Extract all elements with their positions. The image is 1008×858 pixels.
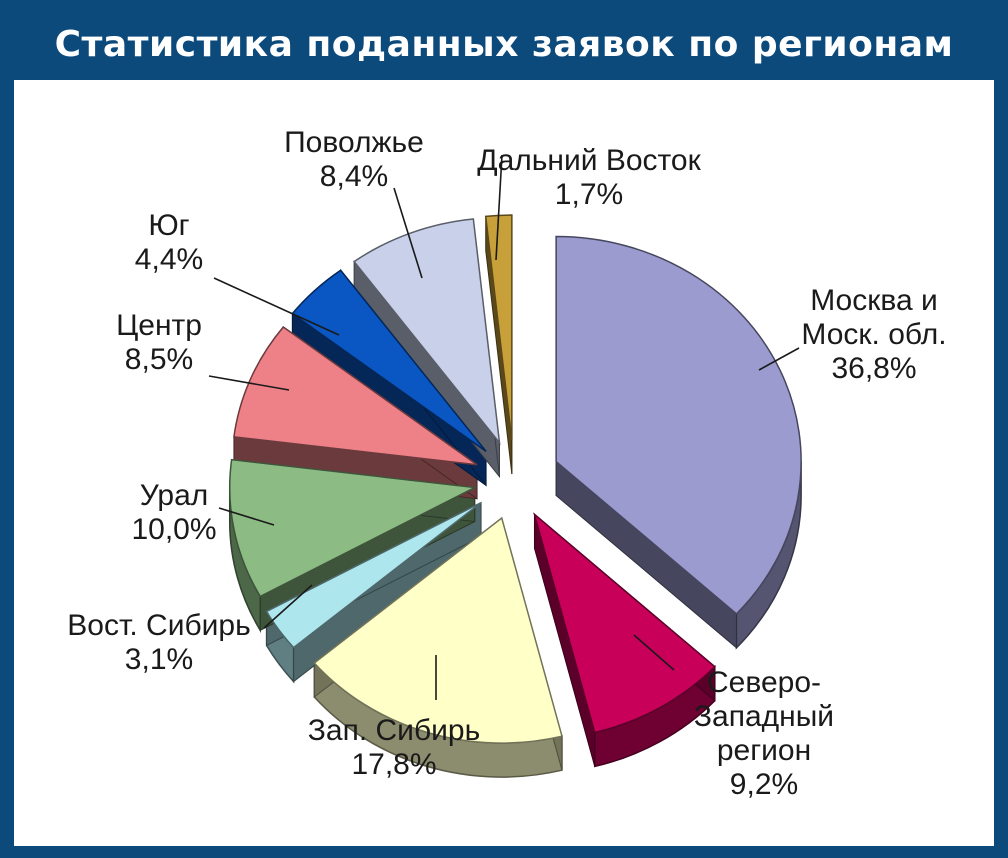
chart-panel: Москва и Моск. обл. 36,8% Северо- Западный ре… xyxy=(14,80,994,846)
slice-name-label: Вост. Сибирь xyxy=(67,609,250,642)
slice-2 xyxy=(313,516,563,744)
slice-0 xyxy=(555,235,802,615)
leader-line-4 xyxy=(218,507,275,526)
slice-value-label: 9,2% xyxy=(730,768,798,801)
slice-name-label: Москва и xyxy=(810,284,938,317)
slice-name-label: Западный xyxy=(694,700,834,733)
leader-line-5 xyxy=(208,375,290,391)
leader-line-8 xyxy=(495,154,503,261)
leader-line-1 xyxy=(633,634,675,671)
leader-line-0 xyxy=(758,347,800,371)
slice-name-label: Зап. Сибирь xyxy=(308,714,480,747)
slice-name-label: Северо- xyxy=(707,666,821,699)
slice-7 xyxy=(353,218,501,446)
slice-name-label: Юг xyxy=(148,209,189,242)
slice-1 xyxy=(533,512,716,734)
slice-value-label: 36,8% xyxy=(831,352,916,385)
slice-4 xyxy=(229,458,478,598)
slice-value-label: 10,0% xyxy=(131,513,216,546)
slice-value-label: 1,7% xyxy=(555,178,623,211)
leader-line-3 xyxy=(263,584,313,629)
chart-title: Статистика поданных заявок по регионам xyxy=(54,24,954,65)
leader-line-7 xyxy=(393,187,423,279)
slice-name-label: Поволжье xyxy=(284,126,424,159)
slice-name-label: Центр xyxy=(116,309,202,342)
slice-value-label: 17,8% xyxy=(351,748,436,781)
slice-value-label: 3,1% xyxy=(125,643,193,676)
slice-value-label: 8,4% xyxy=(320,160,388,193)
slice-name-label: регион xyxy=(717,734,811,767)
slice-3 xyxy=(265,501,482,649)
slice-value-label: 4,4% xyxy=(135,243,203,276)
slice-value-label: 8,5% xyxy=(125,343,193,376)
slice-label-6: Юг4,4% xyxy=(135,209,203,276)
slice-5 xyxy=(233,325,478,466)
leader-line-6 xyxy=(213,277,340,336)
slice-name-label: Урал xyxy=(140,479,209,512)
slice-name-label: Моск. обл. xyxy=(801,318,946,351)
slice-name-label: Дальний Восток xyxy=(477,144,701,177)
